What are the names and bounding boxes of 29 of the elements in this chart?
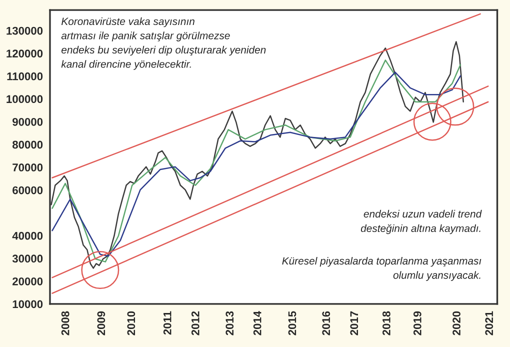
y-tick-label: 10000: [12, 300, 43, 308]
x-tick-label: 2021: [485, 311, 494, 336]
x-tick-label: 2009: [97, 311, 106, 336]
y-tick-label: 60000: [12, 186, 43, 194]
y-tick-label: 70000: [12, 164, 43, 172]
y-tick-label: 40000: [12, 232, 43, 240]
x-tick-label: 2008: [61, 311, 70, 336]
x-tick-label: 2019: [413, 311, 422, 336]
y-tick-label: 100000: [6, 95, 43, 104]
annotation: Küresel piyasalarda toparlanma yaşanması olumlu yansıyacak.: [282, 256, 482, 281]
x-tick-label: 2017: [350, 311, 358, 336]
x-tick-label: 2013: [226, 311, 234, 336]
x-tick-label: 2018: [382, 311, 390, 336]
y-tick-label: 120000: [6, 50, 43, 58]
y-tick-label: 90000: [12, 118, 43, 126]
y-tick-label: 80000: [12, 140, 43, 149]
x-tick-label: 2015: [288, 311, 296, 336]
x-tick-label: 2020: [452, 311, 460, 336]
y-tick-label: 110000: [7, 72, 43, 80]
x-tick-label: 2011: [163, 311, 172, 335]
y-tick-label: 30000: [12, 254, 43, 263]
x-tick-label: 2014: [253, 310, 262, 336]
y-tick-label: 20000: [12, 277, 43, 286]
annotation: endeksi uzun vadeli trend desteğinin altına kaymadı.: [360, 210, 482, 234]
x-tick-label: 2016: [322, 311, 330, 336]
y-tick-label: 130000: [6, 26, 43, 35]
x-tick-label: 2010: [127, 311, 136, 336]
annotation: Koronavirüste vaka sayısının artması ile panik satışlar görülmezse endeks bu seviyeleri dip oluşturarak yeniden kanal direncine yönelecektir.: [61, 17, 266, 70]
x-tick-label: 2012: [191, 311, 200, 336]
